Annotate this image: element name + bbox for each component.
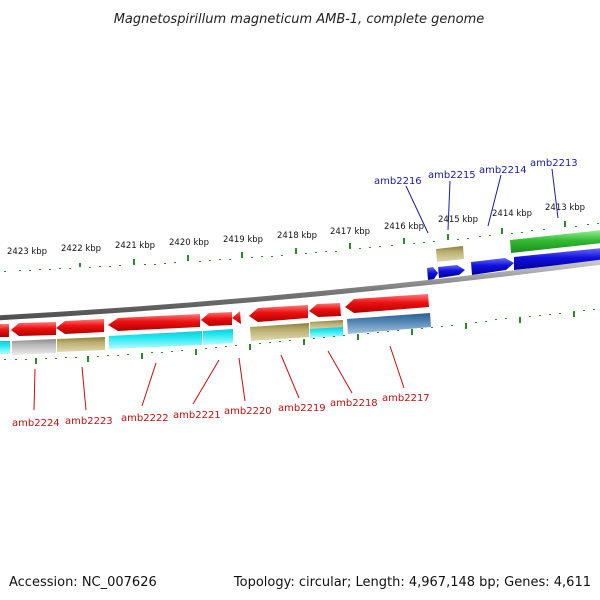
feature-red-2224 xyxy=(11,322,56,336)
gene-label-amb2224[interactable]: amb2224 xyxy=(12,418,60,429)
kbp-label-2416: 2416 kbp xyxy=(384,222,424,232)
forward-strand-features xyxy=(427,230,600,280)
leader-amb2222 xyxy=(141,362,157,407)
gene-label-amb2215[interactable]: amb2215 xyxy=(428,170,476,181)
leader-amb2216 xyxy=(405,185,429,234)
gene-label-amb2219[interactable]: amb2219 xyxy=(278,403,326,414)
feature-blue-arrow-2215 xyxy=(438,265,465,278)
gene-label-amb2222[interactable]: amb2222 xyxy=(121,413,169,424)
kbp-label-2413: 2413 kbp xyxy=(545,203,585,213)
kbp-label-2414: 2414 kbp xyxy=(492,209,532,219)
feature-green-bar xyxy=(510,230,600,253)
leader-amb2214 xyxy=(487,174,502,227)
kbp-label-2419: 2419 kbp xyxy=(223,235,263,245)
feature-cyan-2222 xyxy=(109,331,202,349)
kbp-label-2422: 2422 kbp xyxy=(61,244,101,254)
lower-tick-ring xyxy=(4,309,595,364)
feature-olive-2223 xyxy=(57,337,105,352)
genome-backbone xyxy=(0,259,600,321)
feature-cyan-edge xyxy=(0,341,10,354)
gene-label-amb2221[interactable]: amb2221 xyxy=(173,410,221,421)
leader-amb2218 xyxy=(327,350,353,394)
feature-cyan-2221 xyxy=(203,329,233,345)
feature-red-2220 xyxy=(232,311,241,324)
feature-blue-arrow-small xyxy=(427,267,438,280)
upper-ticks xyxy=(4,221,599,272)
feature-red-2221 xyxy=(201,312,232,326)
kbp-label-2417: 2417 kbp xyxy=(330,227,370,237)
gene-label-amb2214[interactable]: amb2214 xyxy=(479,165,527,176)
gene-label-amb2220[interactable]: amb2220 xyxy=(224,406,272,417)
leader-amb2217 xyxy=(389,345,405,389)
kbp-label-2423: 2423 kbp xyxy=(7,247,47,257)
feature-red-2219 xyxy=(249,305,308,322)
lower-ticks xyxy=(4,309,595,364)
feature-red-2223 xyxy=(56,319,104,334)
kbp-label-2420: 2420 kbp xyxy=(169,238,209,248)
reverse-strand-features xyxy=(0,294,431,355)
feature-red-edge xyxy=(0,324,9,337)
topology-text: Topology: circular; Length: 4,967,148 bp… xyxy=(233,575,591,590)
leader-amb2215 xyxy=(447,180,451,231)
leader-amb2221 xyxy=(192,359,220,405)
genome-title: Magnetospirillum magneticum AMB-1, compl… xyxy=(114,12,485,27)
gene-label-amb2218[interactable]: amb2218 xyxy=(330,398,378,409)
feature-steel-2217 xyxy=(347,313,431,334)
gene-label-amb2216[interactable]: amb2216 xyxy=(374,176,422,187)
top-gene-labels: amb2216 amb2215 amb2214 amb2213 xyxy=(374,158,578,234)
feature-blue-bar-2213 xyxy=(514,248,600,270)
feature-red-2218 xyxy=(309,303,341,317)
upper-tick-ring xyxy=(4,221,599,272)
bottom-gene-labels: amb2224 amb2223 amb2222 amb2221 amb2220 … xyxy=(12,345,430,429)
gene-label-amb2213[interactable]: amb2213 xyxy=(530,158,578,169)
feature-cyan-2218 xyxy=(310,327,343,338)
feature-olive-2219 xyxy=(250,323,309,341)
feature-blue-arrow-2214 xyxy=(471,258,514,275)
feature-red-2217 xyxy=(345,294,429,313)
leader-amb2219 xyxy=(280,354,300,399)
kbp-label-2418: 2418 kbp xyxy=(277,231,317,241)
gene-label-amb2217[interactable]: amb2217 xyxy=(382,393,430,404)
feature-gray-2224 xyxy=(12,339,56,355)
kbp-labels: 2423 kbp 2422 kbp 2421 kbp 2420 kbp 2419… xyxy=(7,203,585,257)
kbp-label-2421: 2421 kbp xyxy=(115,241,155,251)
gene-label-amb2223[interactable]: amb2223 xyxy=(65,416,113,427)
feature-olive-forward xyxy=(436,246,464,262)
leader-amb2224 xyxy=(33,368,36,411)
leader-amb2220 xyxy=(238,357,246,402)
kbp-label-2415: 2415 kbp xyxy=(438,215,478,225)
leader-amb2223 xyxy=(81,366,87,411)
accession-text: Accession: NC_007626 xyxy=(9,575,157,590)
feature-red-2222 xyxy=(108,314,200,331)
leader-amb2213 xyxy=(551,168,559,219)
